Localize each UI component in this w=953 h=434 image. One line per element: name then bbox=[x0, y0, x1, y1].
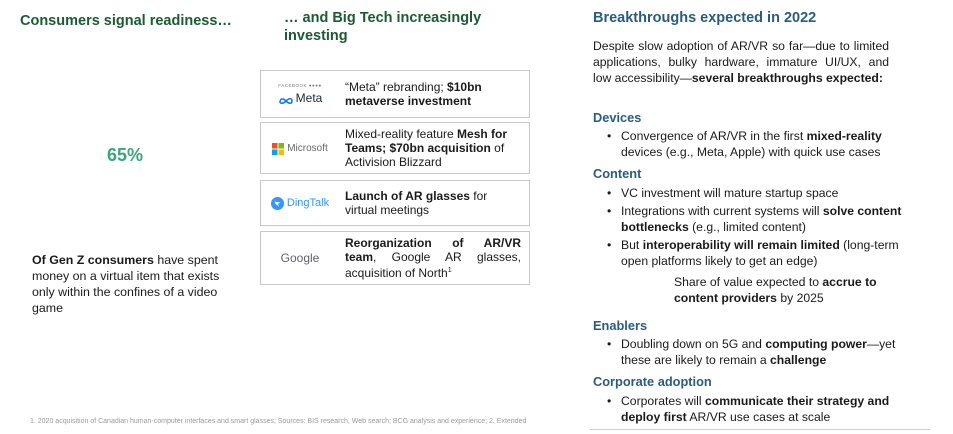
google-logo: Google bbox=[261, 232, 339, 284]
devices-b1-pre: Convergence of AR/VR in the first bbox=[621, 129, 807, 143]
share-post: by 2025 bbox=[776, 291, 824, 305]
content-b1: VC investment will mature startup space bbox=[621, 186, 839, 200]
share-pre: Share of value expected to bbox=[674, 275, 823, 289]
google-card: Google Reorganization of AR/VR team, Goo… bbox=[260, 231, 530, 285]
bottom-divider bbox=[590, 429, 930, 430]
intro-bold: several breakthroughs expected: bbox=[691, 71, 883, 85]
google-card-text: Reorganization of AR/VR team, Google AR … bbox=[345, 236, 521, 280]
dingtalk-logo-text: DingTalk bbox=[286, 197, 330, 209]
stat-description: Of Gen Z consumers have spent money on a… bbox=[32, 252, 242, 316]
microsoft-text-2: of Activision Blizzard bbox=[345, 141, 505, 169]
share-bold: accrue to content providers bbox=[674, 275, 877, 305]
list-item: • Corporates will communicate their strat… bbox=[607, 394, 890, 424]
corporate-b1-bold: communicate their strategy and deploy fi… bbox=[621, 394, 890, 424]
microsoft-text-1: Mixed-reality feature bbox=[345, 127, 458, 141]
stat-desc-rest: have spent money on a virtual item that … bbox=[32, 253, 220, 315]
dingtalk-text-bold: Launch of AR glasses bbox=[345, 189, 470, 203]
content-b3-pre: But bbox=[621, 238, 643, 252]
meta-text-1: “Meta” rebranding; bbox=[345, 80, 448, 94]
corporate-heading: Corporate adoption bbox=[593, 374, 712, 389]
dingtalk-card-text: Launch of AR glasses for virtual meeting… bbox=[345, 189, 521, 217]
content-list: • VC investment will mature startup space… bbox=[593, 185, 918, 271]
content-b3-post: (long-term open platforms likely to get … bbox=[621, 238, 899, 268]
list-item: • But interoperability will remain limite… bbox=[607, 238, 899, 268]
meta-logo-text: Meta bbox=[295, 91, 323, 105]
google-logo-text: Google bbox=[280, 251, 320, 265]
devices-b1-bold: mixed-reality bbox=[806, 129, 882, 143]
stat-desc-bold: Of Gen Z consumers bbox=[32, 253, 154, 267]
content-b3-bold: interoperability will remain limited bbox=[642, 238, 840, 252]
dingtalk-logo: DingTalk bbox=[261, 181, 339, 225]
intro-paragraph: Despite slow adoption of AR/VR so far—du… bbox=[593, 38, 889, 86]
bigtech-title: … and Big Tech increasingly investing bbox=[284, 10, 482, 44]
facebook-small-label: FACEBOOK ●●●● bbox=[278, 83, 322, 88]
footnote: 1. 2020 acquisition of Canadian human-co… bbox=[30, 418, 527, 425]
dingtalk-card: DingTalk Launch of AR glasses for virtua… bbox=[260, 180, 530, 226]
list-item: • VC investment will mature startup space bbox=[607, 186, 839, 200]
dingtalk-bird-icon bbox=[270, 196, 284, 210]
enablers-b1-pre: Doubling down on 5G and bbox=[621, 337, 766, 351]
meta-text-bold: $10bn metaverse investment bbox=[345, 80, 482, 108]
microsoft-logo: Microsoft bbox=[261, 123, 339, 173]
footnote-ref: 1 bbox=[447, 267, 452, 274]
list-item: • Doubling down on 5G and computing power… bbox=[607, 337, 896, 367]
meta-infinity-icon bbox=[278, 93, 294, 105]
intro-text: Despite slow adoption of AR/VR so far—du… bbox=[593, 39, 889, 85]
microsoft-squares-icon bbox=[272, 142, 285, 155]
microsoft-card-text: Mixed-reality feature Mesh for Teams; $7… bbox=[345, 127, 521, 169]
google-text-2: , Google AR glasses, acquisition of Nort… bbox=[345, 250, 521, 280]
devices-b1-post: devices (e.g., Meta, Apple) with quick u… bbox=[621, 145, 881, 159]
corporate-b1-post: AR/VR use cases at scale bbox=[686, 410, 831, 424]
list-item: • Integrations with current systems will … bbox=[607, 204, 902, 234]
meta-card-text: “Meta” rebranding; $10bn metaverse inves… bbox=[345, 80, 521, 108]
stat-value: 65% bbox=[107, 145, 144, 165]
google-text-bold: Reorganization of AR/VR team bbox=[345, 236, 521, 264]
content-heading: Content bbox=[593, 166, 642, 181]
corporate-list: • Corporates will communicate their strat… bbox=[593, 393, 913, 427]
enablers-b1-bold2: challenge bbox=[770, 353, 827, 367]
share-of-value-text: Share of value expected to accrue to con… bbox=[674, 274, 914, 306]
meta-card: FACEBOOK ●●●● Meta “Meta” rebranding; $1… bbox=[260, 70, 530, 118]
microsoft-text-bold: Mesh for Teams; $70bn acquisition bbox=[345, 127, 508, 155]
microsoft-logo-text: Microsoft bbox=[287, 142, 328, 154]
devices-list: • Convergence of AR/VR in the first mixed… bbox=[593, 128, 903, 162]
content-b2-bold: solve content bottlenecks bbox=[621, 204, 902, 234]
content-b2-pre: Integrations with current systems will bbox=[621, 204, 823, 218]
enablers-b1-bold: computing power bbox=[765, 337, 867, 351]
devices-heading: Devices bbox=[593, 110, 642, 125]
enablers-heading: Enablers bbox=[593, 318, 648, 333]
content-b2-post: (e.g., limited content) bbox=[688, 220, 806, 234]
enablers-list: • Doubling down on 5G and computing power… bbox=[593, 336, 918, 370]
corporate-b1-pre: Corporates will bbox=[621, 394, 705, 408]
dingtalk-text-2: for virtual meetings bbox=[345, 189, 488, 217]
enablers-b1-mid: —yet these are likely to remain a bbox=[621, 337, 896, 367]
meta-logo: FACEBOOK ●●●● Meta bbox=[261, 71, 339, 117]
consumers-title: Consumers signal readiness… bbox=[20, 13, 232, 29]
list-item: • Convergence of AR/VR in the first mixed… bbox=[607, 129, 882, 159]
microsoft-card: Microsoft Mixed-reality feature Mesh for… bbox=[260, 122, 530, 174]
breakthroughs-title: Breakthroughs expected in 2022 bbox=[593, 10, 817, 26]
